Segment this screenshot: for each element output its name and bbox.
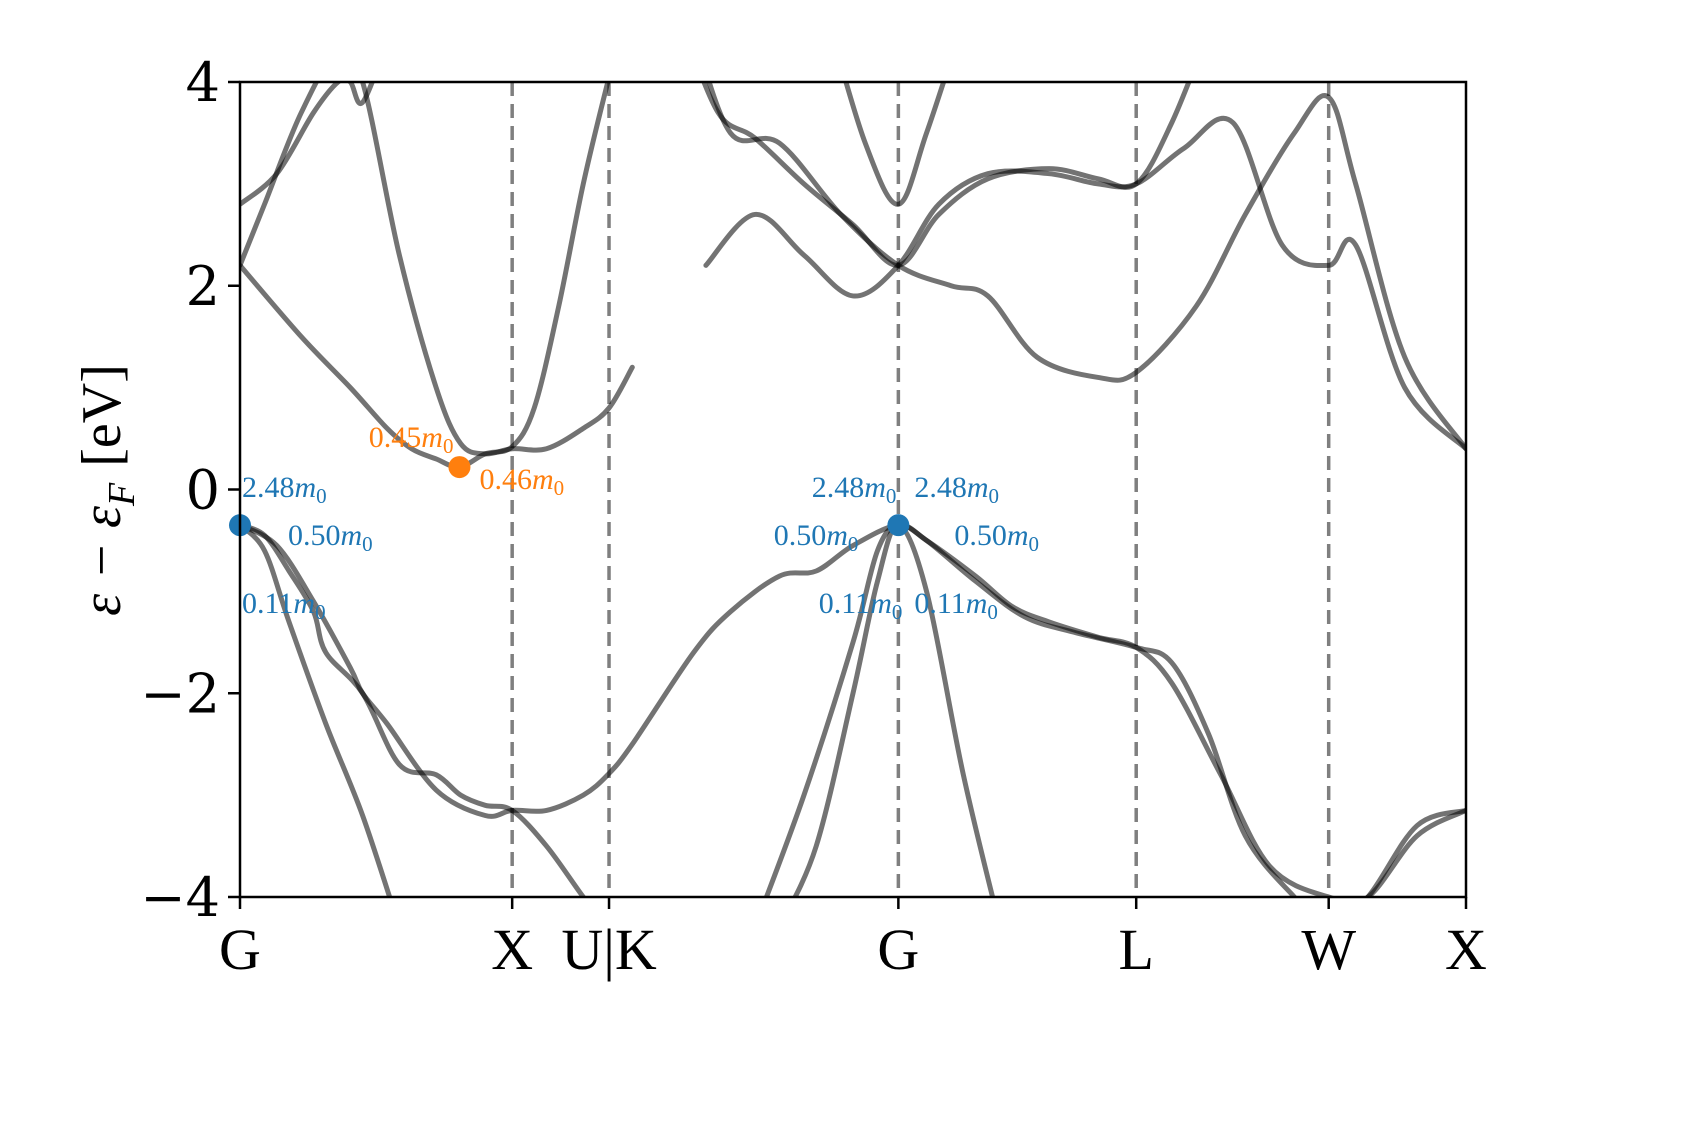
effective-mass-label-4: 0.46m0: [479, 463, 564, 500]
band-7: [240, 82, 375, 207]
band-curves: [240, 82, 1466, 897]
y-axis-ticks: 4 2 0 −2 −4: [140, 51, 240, 929]
effective-mass-label-10: 0.11m0: [914, 587, 998, 624]
effective-mass-label-6: 2.48m0: [914, 471, 999, 508]
effective-mass-label-8: 0.50m0: [954, 519, 1039, 556]
effective-mass-label-0: 2.48m0: [242, 471, 327, 508]
band-9: [706, 82, 1466, 452]
y-axis-label: ε − εF[eV]: [71, 364, 143, 616]
y-tick-label-4: −4: [140, 866, 220, 929]
y-tick-label-0: 4: [186, 51, 220, 114]
band-4: [792, 522, 996, 897]
effective-mass-annotations: 2.48m0 0.50m0 0.11m0 0.45m0 0.46m0 2.48m0 2.48…: [242, 421, 1039, 624]
x-tick-label-5: W: [1301, 917, 1356, 982]
band-11: [843, 82, 947, 207]
y-tick-label-3: −2: [140, 662, 220, 725]
effective-mass-label-9: 0.11m0: [819, 587, 903, 624]
high-symmetry-lines: [510, 82, 1331, 897]
y-tick-label-2: 0: [186, 459, 220, 522]
band-2: [240, 522, 393, 897]
x-tick-label-3: G: [877, 917, 919, 982]
x-tick-label-4: L: [1118, 917, 1153, 982]
effective-mass-label-5: 2.48m0: [812, 471, 897, 508]
x-tick-label-6: X: [1445, 917, 1487, 982]
x-tick-label-2: U|K: [561, 917, 656, 982]
effective-mass-label-2: 0.11m0: [242, 587, 326, 624]
x-axis-ticks: G X U|K G L W X: [219, 897, 1487, 982]
band-6: [240, 82, 611, 470]
band-10: [701, 82, 1192, 268]
effective-mass-label-7: 0.50m0: [774, 519, 859, 556]
band-3: [763, 522, 1466, 897]
effective-mass-label-1: 0.50m0: [288, 519, 373, 556]
y-tick-label-1: 2: [186, 255, 220, 318]
extremum-marker-2: [887, 514, 910, 537]
band-1: [240, 522, 587, 897]
band-5: [240, 82, 635, 457]
x-tick-label-0: G: [219, 917, 261, 982]
extremum-marker-1: [448, 456, 471, 479]
band-0: [240, 522, 1466, 897]
x-tick-label-1: X: [491, 917, 533, 982]
effective-mass-label-3: 0.45m0: [369, 421, 454, 458]
